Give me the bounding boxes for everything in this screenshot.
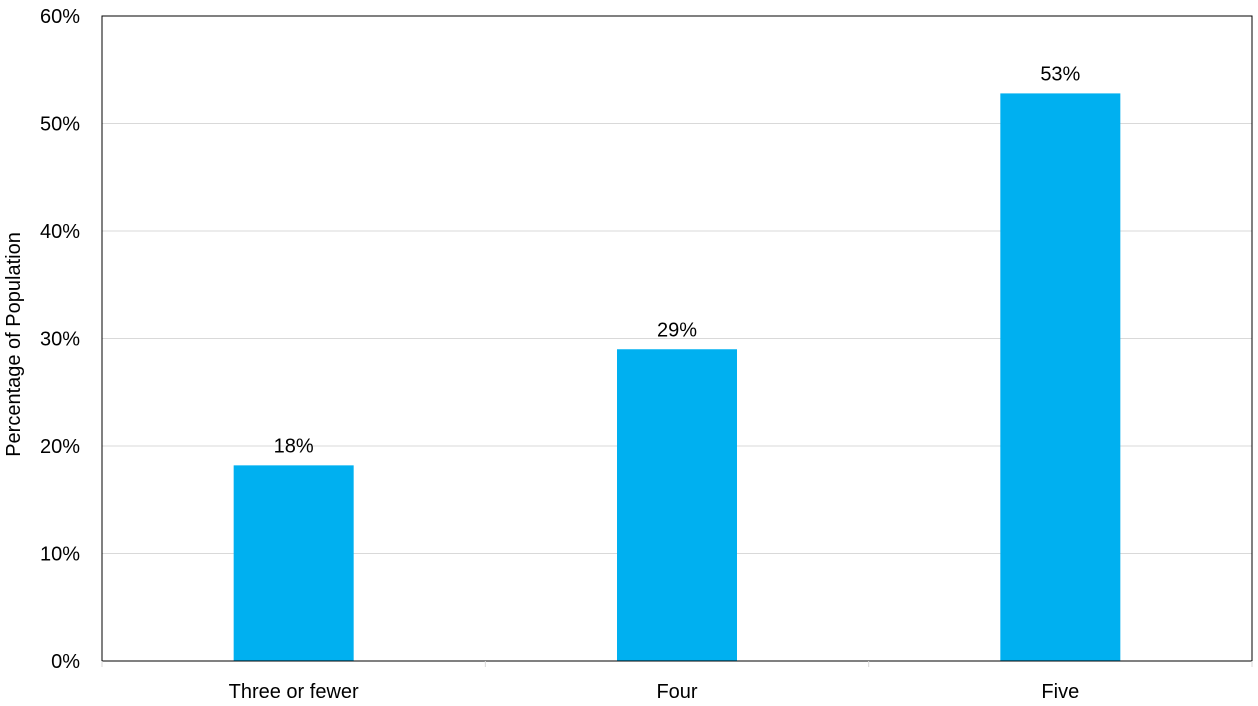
bar <box>617 349 737 661</box>
y-tick-label: 10% <box>40 544 80 566</box>
y-axis-ticks: 0% 10% 20% 30% 40% 50% 60% <box>40 6 80 673</box>
bar <box>233 465 354 661</box>
plot-area-border <box>101 15 1253 662</box>
bar-value-label: 53% <box>1040 63 1080 85</box>
y-tick-label: 30% <box>40 329 80 351</box>
y-tick-label: 60% <box>40 6 80 28</box>
bar <box>1000 93 1121 661</box>
x-category-label: Four <box>656 681 697 703</box>
x-category-label: Five <box>1041 681 1079 703</box>
y-axis-title: Percentage of Population <box>3 232 25 457</box>
x-category-label: Three or fewer <box>229 681 359 703</box>
y-tick-label: 20% <box>40 436 80 458</box>
y-tick-label: 50% <box>40 114 80 136</box>
bar-value-label: 18% <box>274 435 314 457</box>
x-axis-ticks: Three or fewer Four Five <box>101 661 1253 703</box>
data-labels: 18% 29% 53% <box>274 63 1081 457</box>
bars <box>233 93 1121 661</box>
y-tick-label: 0% <box>51 651 80 673</box>
y-tick-label: 40% <box>40 221 80 243</box>
bar-value-label: 29% <box>657 319 697 341</box>
